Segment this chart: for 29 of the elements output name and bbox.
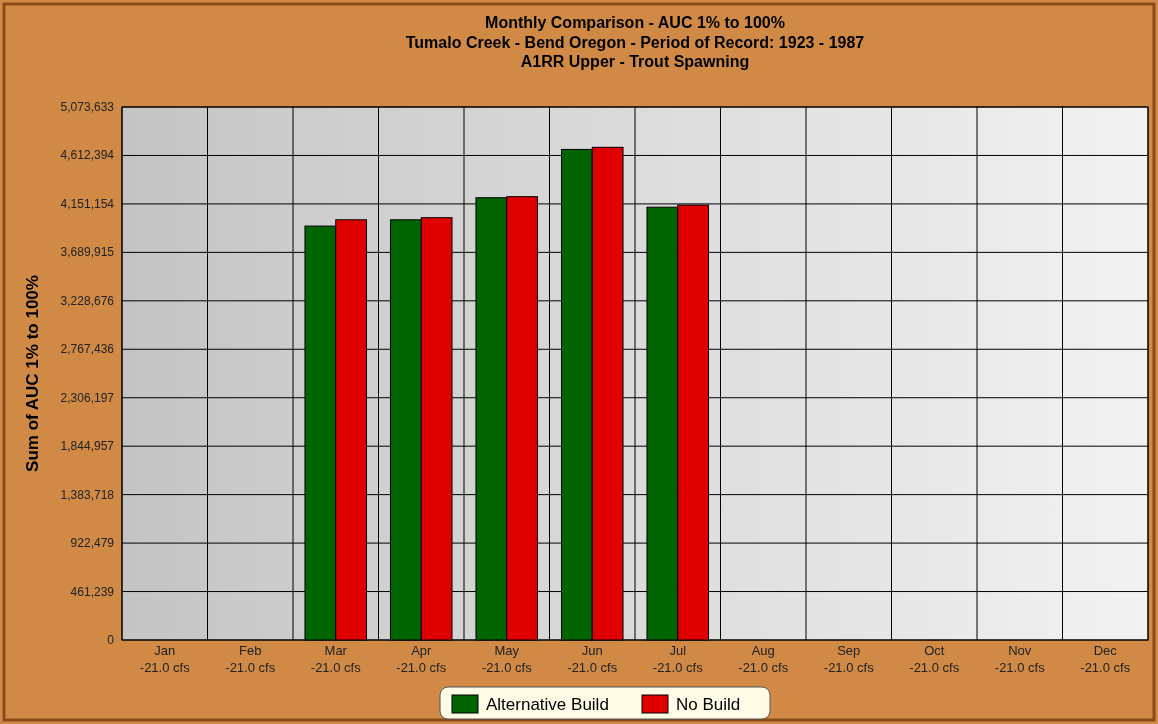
x-tick-label: May -21.0 cfs — [481, 643, 533, 675]
x-tick-label: Oct -21.0 cfs — [909, 643, 960, 675]
y-tick-label: 2,767,436 — [60, 342, 115, 357]
x-tick-label: Nov -21.0 cfs — [994, 643, 1046, 675]
y-tick-label: 461,239 — [70, 584, 115, 599]
x-tick-label: Sep -21.0 cfs — [823, 643, 875, 675]
chart-title: Monthly Comparison - AUC 1% to 100% — [485, 14, 785, 31]
x-tick-label: Jan -21.0 cfs — [139, 643, 191, 675]
y-tick-label: 3,689,915 — [60, 245, 115, 260]
x-tick-label: Jun -21.0 cfs — [567, 643, 618, 675]
x-tick-label: Mar -21.0 cfs — [310, 643, 362, 675]
x-tick-label: Apr -21.0 cfs — [396, 643, 447, 675]
y-tick-label: 1,383,718 — [60, 487, 115, 502]
legend-label: No Build — [676, 695, 741, 714]
y-tick-label: 922,479 — [70, 536, 115, 551]
y-tick-label: 4,151,154 — [60, 196, 115, 211]
y-tick-label: 1,844,957 — [60, 439, 115, 454]
y-tick-label: 0 — [107, 633, 115, 647]
x-tick-label: Aug -21.0 cfs — [738, 643, 789, 675]
x-tick-label: Dec -21.0 cfs — [1080, 643, 1131, 675]
y-axis-title: Sum of AUC 1% to 100% — [23, 275, 42, 472]
y-tick-label: 3,228,676 — [60, 293, 115, 308]
x-tick-label: Jul -21.0 cfs — [652, 643, 704, 675]
y-tick-label: 2,306,197 — [60, 390, 115, 405]
y-tick-label: 5,073,633 — [60, 100, 115, 114]
chart-subtitle: Tumalo Creek - Bend Oregon - Period of Record: 1923 - 1987 A1RR Upper - Trout Spawning — [405, 34, 865, 70]
x-tick-label: Feb -21.0 cfs — [225, 643, 276, 675]
y-tick-label: 4,612,394 — [60, 148, 115, 163]
legend-label: Alternative Build — [486, 695, 609, 714]
